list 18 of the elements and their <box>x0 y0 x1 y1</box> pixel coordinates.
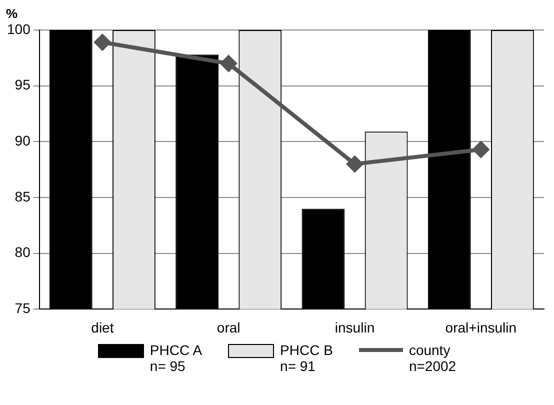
point <box>94 34 110 50</box>
legend-label: county n=2002 <box>408 342 456 374</box>
y-tick-label: 100 <box>7 20 31 37</box>
y-tick-label: 85 <box>14 188 31 204</box>
y-tick-label: 95 <box>14 76 31 93</box>
x-tick-label: oral <box>216 319 240 336</box>
point <box>220 56 237 72</box>
legend-label: PHCC A n= 95 <box>150 342 202 374</box>
y-axis-title: % <box>6 6 18 21</box>
legend-label: PHCC B n= 91 <box>280 342 333 374</box>
y-tick-label: 80 <box>14 244 31 260</box>
point <box>346 156 363 172</box>
point <box>472 142 489 158</box>
x-tick-label: diet <box>91 319 114 336</box>
y-tick-label: 75 <box>14 300 31 316</box>
y-tick-label: 90 <box>14 132 31 149</box>
x-tick-label: insulin <box>334 319 375 336</box>
x-tick-label: oral+insulin <box>445 319 517 336</box>
